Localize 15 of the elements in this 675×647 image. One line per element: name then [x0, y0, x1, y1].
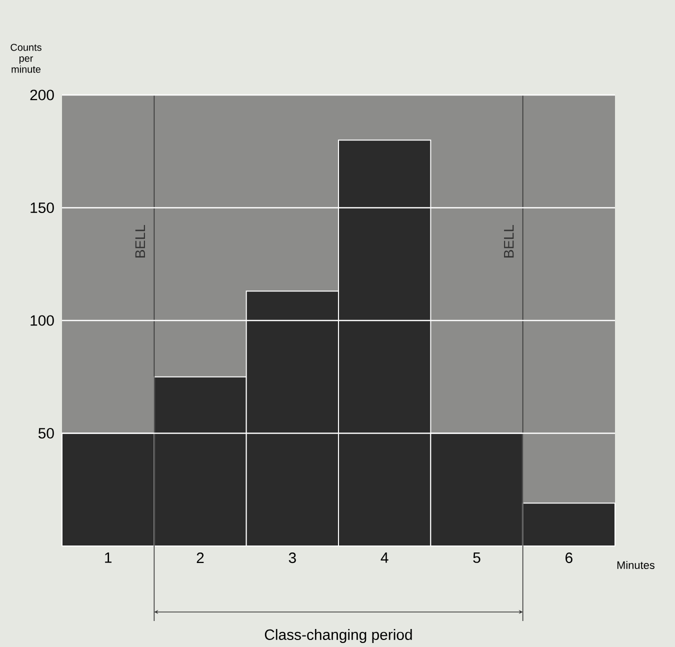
y-tick-label: 50	[38, 428, 54, 439]
y-axis-title: Counts per minute	[10, 44, 42, 73]
x-tick-label: 2	[196, 552, 204, 563]
text: Class-changing period	[264, 629, 412, 643]
y-tick-label: 150	[30, 202, 54, 214]
x-tick-label: 1	[105, 552, 112, 563]
x-tick-label: 6	[566, 552, 572, 564]
x-axis-title: Minutes	[617, 560, 654, 570]
x-tick-label: 3	[288, 552, 296, 564]
x-tick-label: 4	[380, 552, 388, 563]
x-tick-label: 5	[473, 552, 480, 563]
ref-line-label: BELL	[135, 224, 145, 258]
y-tick-label: 200	[30, 90, 54, 100]
y-tick-label: 100	[30, 315, 54, 326]
ref-line-label: BELL	[504, 224, 514, 258]
